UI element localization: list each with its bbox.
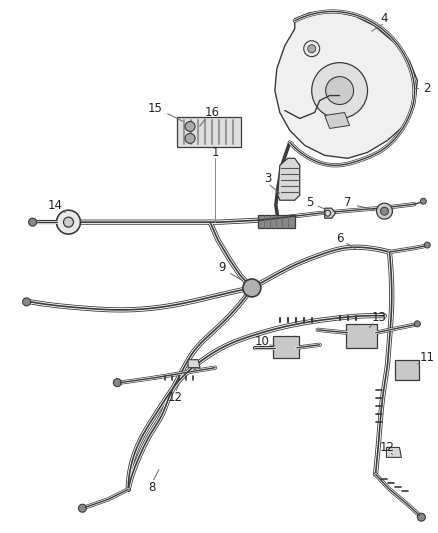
Circle shape [308,45,316,53]
Circle shape [28,218,37,226]
Text: 5: 5 [306,196,314,209]
Text: 11: 11 [420,351,435,364]
Polygon shape [386,447,401,457]
Polygon shape [325,112,350,128]
Polygon shape [258,215,295,228]
Circle shape [420,198,426,204]
Circle shape [417,513,425,521]
Text: 14: 14 [48,199,63,212]
FancyBboxPatch shape [177,117,241,148]
Circle shape [304,41,320,56]
Circle shape [424,242,430,248]
Circle shape [78,504,86,512]
Text: 15: 15 [148,102,162,115]
Text: 3: 3 [264,172,272,185]
Circle shape [414,321,420,327]
Text: 4: 4 [381,12,388,25]
Text: 2: 2 [424,82,431,95]
Polygon shape [325,208,336,218]
Circle shape [381,207,389,215]
Circle shape [64,217,74,227]
FancyBboxPatch shape [346,324,378,348]
Text: 9: 9 [218,262,226,274]
Polygon shape [188,360,200,368]
Circle shape [57,210,81,234]
Text: 7: 7 [344,196,351,209]
Text: 1: 1 [211,146,219,159]
Circle shape [113,378,121,386]
Circle shape [23,298,31,306]
Circle shape [326,77,353,104]
Circle shape [377,203,392,219]
Polygon shape [275,11,417,158]
Text: 8: 8 [148,481,156,494]
FancyBboxPatch shape [273,336,299,358]
FancyBboxPatch shape [396,360,419,379]
Circle shape [185,122,195,132]
Polygon shape [278,158,300,200]
Text: 12: 12 [168,391,183,404]
Text: 10: 10 [254,335,269,348]
Text: 6: 6 [336,232,343,245]
Circle shape [312,63,367,118]
Text: 16: 16 [205,106,219,119]
Circle shape [243,279,261,297]
Text: 12: 12 [380,441,395,454]
Circle shape [185,133,195,143]
Text: 13: 13 [372,311,387,325]
